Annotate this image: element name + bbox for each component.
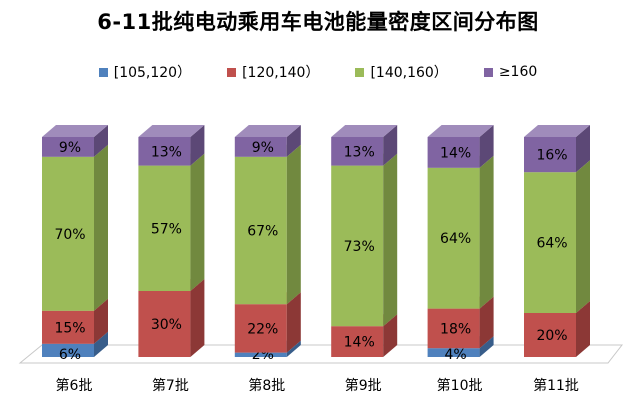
bar-3-5-top — [524, 125, 590, 137]
data-label-3-4: 14% — [440, 145, 471, 161]
bar-3-0-front — [42, 137, 94, 157]
category-label-3: 第9批 — [345, 377, 382, 394]
data-label-1-1: 30% — [151, 317, 182, 333]
data-label-1-2: 22% — [247, 321, 278, 337]
bar-3-4-side — [479, 125, 494, 168]
bar-3-0-side — [94, 125, 108, 157]
legend-swatch-series-3 — [483, 67, 493, 77]
legend-item-series-3: ≥160 — [483, 62, 538, 82]
bar-1-2-side — [286, 292, 301, 353]
bar-3-3-top — [331, 125, 398, 137]
data-label-2-5: 64% — [536, 236, 567, 252]
bar-0-4-side — [479, 336, 494, 357]
bar-0-4-front — [427, 348, 480, 357]
bar-1-5-front — [524, 313, 576, 357]
data-label-3-3: 13% — [344, 144, 375, 160]
bar-3-4-top — [427, 125, 494, 137]
bar-2-3-front — [331, 165, 384, 327]
legend-label-series-2: [140,160） — [370, 65, 448, 81]
data-label-3-5: 16% — [536, 148, 567, 164]
data-label-3-2: 9% — [252, 140, 274, 156]
bar-1-3-front — [331, 326, 384, 357]
bar-1-0-side — [94, 298, 108, 344]
bar-0-2-side — [286, 340, 301, 357]
bar-1-3-side — [383, 314, 398, 357]
bar-2-5-side — [576, 160, 590, 313]
bar-0-0-front — [42, 343, 94, 357]
data-label-0-4: 4% — [444, 347, 466, 363]
legend: [105,120） [120,140） [140,160） ≥160 — [0, 62, 636, 82]
data-label-1-4: 18% — [440, 321, 471, 337]
data-label-3-1: 13% — [151, 144, 182, 160]
category-label-1: 第7批 — [152, 377, 189, 394]
legend-label-series-3: ≥160 — [498, 64, 538, 80]
bar-3-2-top — [234, 125, 301, 137]
bar-1-4-side — [479, 296, 494, 349]
bar-2-2-side — [286, 144, 301, 305]
bar-0-0-side — [94, 331, 108, 357]
bar-1-5-side — [576, 301, 590, 357]
bar-2-4-side — [479, 155, 494, 309]
bar-3-2-front — [234, 137, 287, 157]
legend-item-series-0: [105,120） — [98, 62, 192, 82]
bar-3-2-side — [286, 125, 301, 157]
bar-1-0-front — [42, 310, 94, 344]
bar-3-5-front — [524, 137, 576, 173]
bar-2-0-side — [94, 144, 108, 311]
bar-1-1-front — [138, 291, 191, 357]
legend-swatch-series-0 — [98, 67, 108, 77]
category-label-4: 第10批 — [437, 377, 483, 394]
data-label-2-0: 70% — [54, 227, 85, 243]
data-label-1-5: 20% — [536, 328, 567, 344]
legend-swatch-series-1 — [227, 67, 237, 77]
data-label-1-3: 14% — [344, 335, 375, 351]
bar-1-1-side — [190, 279, 205, 357]
bar-2-5-front — [524, 172, 576, 313]
category-label-0: 第6批 — [56, 377, 93, 394]
bar-3-1-top — [138, 125, 205, 137]
category-label-2: 第8批 — [248, 377, 285, 394]
data-label-0-0: 6% — [59, 347, 81, 363]
bar-2-4-front — [427, 167, 480, 309]
bar-2-0-front — [42, 156, 94, 311]
data-label-1-0: 15% — [54, 320, 85, 336]
bar-2-1-front — [138, 165, 191, 291]
data-label-2-2: 67% — [247, 224, 278, 240]
bar-3-5-side — [576, 125, 590, 173]
legend-swatch-series-2 — [355, 67, 365, 77]
bar-2-3-side — [383, 153, 398, 327]
legend-item-series-2: [140,160） — [355, 62, 448, 82]
bar-3-3-front — [331, 137, 384, 166]
data-label-2-1: 57% — [151, 221, 182, 237]
bar-3-1-side — [190, 125, 205, 166]
legend-label-series-1: [120,140） — [242, 65, 320, 81]
bar-1-4-front — [427, 308, 480, 349]
data-label-2-4: 64% — [440, 231, 471, 247]
bar-3-3-side — [383, 125, 398, 166]
bar-2-1-side — [190, 153, 205, 291]
category-label-5: 第11批 — [533, 377, 579, 394]
bar-0-2-front — [234, 352, 287, 357]
legend-item-series-1: [120,140） — [227, 62, 319, 82]
chart-title: 6-11批纯电动乘用车电池能量密度区间分布图 — [97, 10, 539, 34]
bar-3-1-front — [138, 137, 191, 166]
bar-3-0-top — [42, 125, 108, 137]
data-label-3-0: 9% — [59, 140, 81, 156]
bar-3-4-front — [427, 137, 480, 168]
bar-2-2-front — [234, 156, 287, 305]
bar-1-2-front — [234, 304, 287, 353]
data-label-2-3: 73% — [344, 239, 375, 255]
legend-label-series-0: [105,120） — [113, 65, 192, 81]
